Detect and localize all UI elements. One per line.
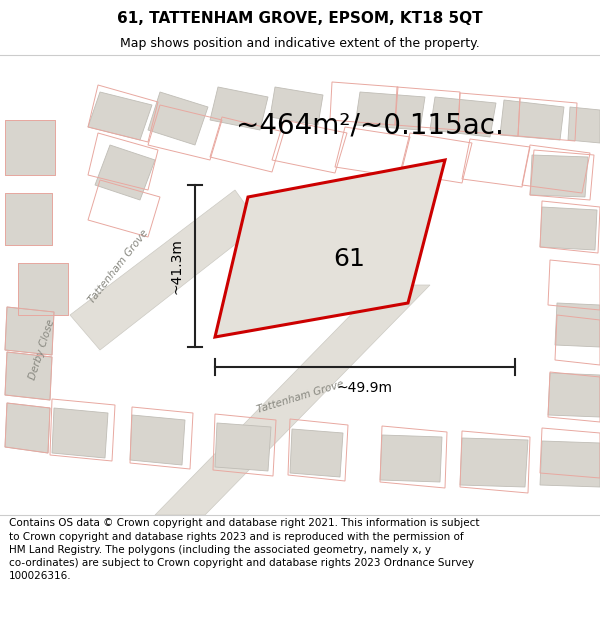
Polygon shape <box>5 352 52 400</box>
Polygon shape <box>5 307 54 355</box>
Polygon shape <box>18 263 68 315</box>
Polygon shape <box>270 87 323 125</box>
Polygon shape <box>210 87 268 130</box>
Text: 61, TATTENHAM GROVE, EPSOM, KT18 5QT: 61, TATTENHAM GROVE, EPSOM, KT18 5QT <box>117 11 483 26</box>
Polygon shape <box>290 429 343 477</box>
Polygon shape <box>530 155 588 197</box>
Polygon shape <box>355 92 425 130</box>
Text: Tattenham Grove: Tattenham Grove <box>86 228 150 306</box>
Text: 61: 61 <box>333 248 365 271</box>
Text: ~41.3m: ~41.3m <box>169 238 183 294</box>
Polygon shape <box>52 408 108 458</box>
Polygon shape <box>430 97 496 137</box>
Polygon shape <box>548 373 600 417</box>
Polygon shape <box>155 285 430 515</box>
Polygon shape <box>500 100 564 140</box>
Polygon shape <box>5 403 50 453</box>
Polygon shape <box>568 107 600 143</box>
Polygon shape <box>215 423 271 471</box>
Polygon shape <box>555 303 600 347</box>
Polygon shape <box>215 160 445 337</box>
Text: Contains OS data © Crown copyright and database right 2021. This information is : Contains OS data © Crown copyright and d… <box>9 518 479 581</box>
Polygon shape <box>88 92 152 140</box>
Polygon shape <box>95 145 155 200</box>
Text: Map shows position and indicative extent of the property.: Map shows position and indicative extent… <box>120 38 480 51</box>
Text: ~464m²/~0.115ac.: ~464m²/~0.115ac. <box>236 111 504 139</box>
Polygon shape <box>70 190 260 350</box>
Polygon shape <box>148 92 208 145</box>
Text: ~49.9m: ~49.9m <box>337 381 393 395</box>
Polygon shape <box>130 415 185 465</box>
Polygon shape <box>460 438 528 487</box>
Polygon shape <box>380 435 442 482</box>
Polygon shape <box>540 441 600 487</box>
Polygon shape <box>540 207 597 250</box>
Text: Tattenham Grove: Tattenham Grove <box>256 379 344 415</box>
Polygon shape <box>5 193 52 245</box>
Text: Derby Close: Derby Close <box>28 319 56 381</box>
Polygon shape <box>5 120 55 175</box>
